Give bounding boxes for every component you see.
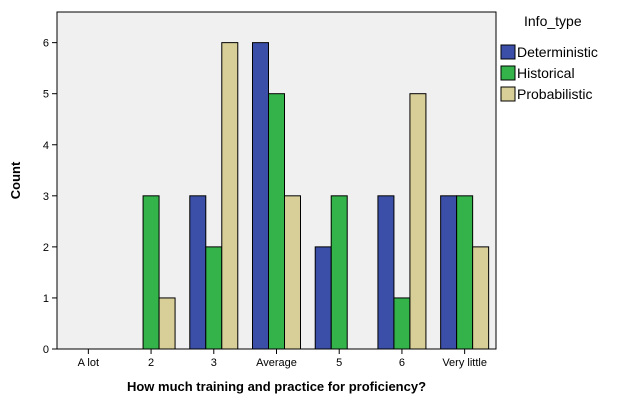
bar-historical-5 xyxy=(330,195,348,350)
bars-group xyxy=(142,42,490,350)
y-tick-label: 1 xyxy=(43,293,49,305)
bar-historical-6 xyxy=(393,297,411,350)
y-tick-label: 5 xyxy=(43,89,49,101)
x-tick-label: A lot xyxy=(78,357,99,369)
legend-title: Info_type xyxy=(524,13,582,29)
y-tick-label: 3 xyxy=(43,191,49,203)
y-tick-label: 6 xyxy=(43,38,49,50)
legend-label-deterministic: Deterministic xyxy=(517,44,598,60)
bar-probabilistic-2 xyxy=(158,297,176,350)
y-axis-title: Count xyxy=(8,161,23,199)
y-tick-label: 4 xyxy=(43,140,49,152)
y-axis: 0 1 2 3 4 5 6 xyxy=(43,38,57,356)
bar-historical-2 xyxy=(142,195,160,350)
bar-historical-average xyxy=(268,93,285,350)
bar-deterministic-very-little xyxy=(440,195,458,350)
x-axis: A lot 2 3 Average 5 6 Very little xyxy=(78,349,487,369)
x-tick-label: Very little xyxy=(442,357,487,369)
bar-probabilistic-average xyxy=(284,195,301,350)
legend-swatch-historical xyxy=(500,65,516,81)
bar-deterministic-5 xyxy=(314,246,332,350)
x-axis-title: How much training and practice for profi… xyxy=(127,379,426,394)
bar-probabilistic-3 xyxy=(221,42,239,350)
y-tick-label: 2 xyxy=(43,242,49,254)
x-tick-label: 2 xyxy=(148,357,154,369)
legend-label-probabilistic: Probabilistic xyxy=(517,86,592,102)
legend-swatch-deterministic xyxy=(500,44,516,60)
bar-deterministic-6 xyxy=(377,195,395,350)
bar-deterministic-average xyxy=(252,42,269,350)
x-tick-label: Average xyxy=(256,357,297,369)
legend-swatch-probabilistic xyxy=(500,86,516,102)
legend-label-historical: Historical xyxy=(517,65,575,81)
x-tick-label: 6 xyxy=(399,357,405,369)
x-tick-label: 5 xyxy=(336,357,342,369)
legend: Info_type Deterministic Historical Probabi… xyxy=(500,13,598,102)
bar-deterministic-3 xyxy=(189,195,207,350)
y-tick-label: 0 xyxy=(43,344,49,356)
bar-historical-very-little xyxy=(456,195,474,350)
bar-historical-3 xyxy=(205,246,223,350)
x-tick-label: 3 xyxy=(211,357,217,369)
bar-probabilistic-6 xyxy=(409,93,427,350)
bar-probabilistic-very-little xyxy=(472,246,490,350)
